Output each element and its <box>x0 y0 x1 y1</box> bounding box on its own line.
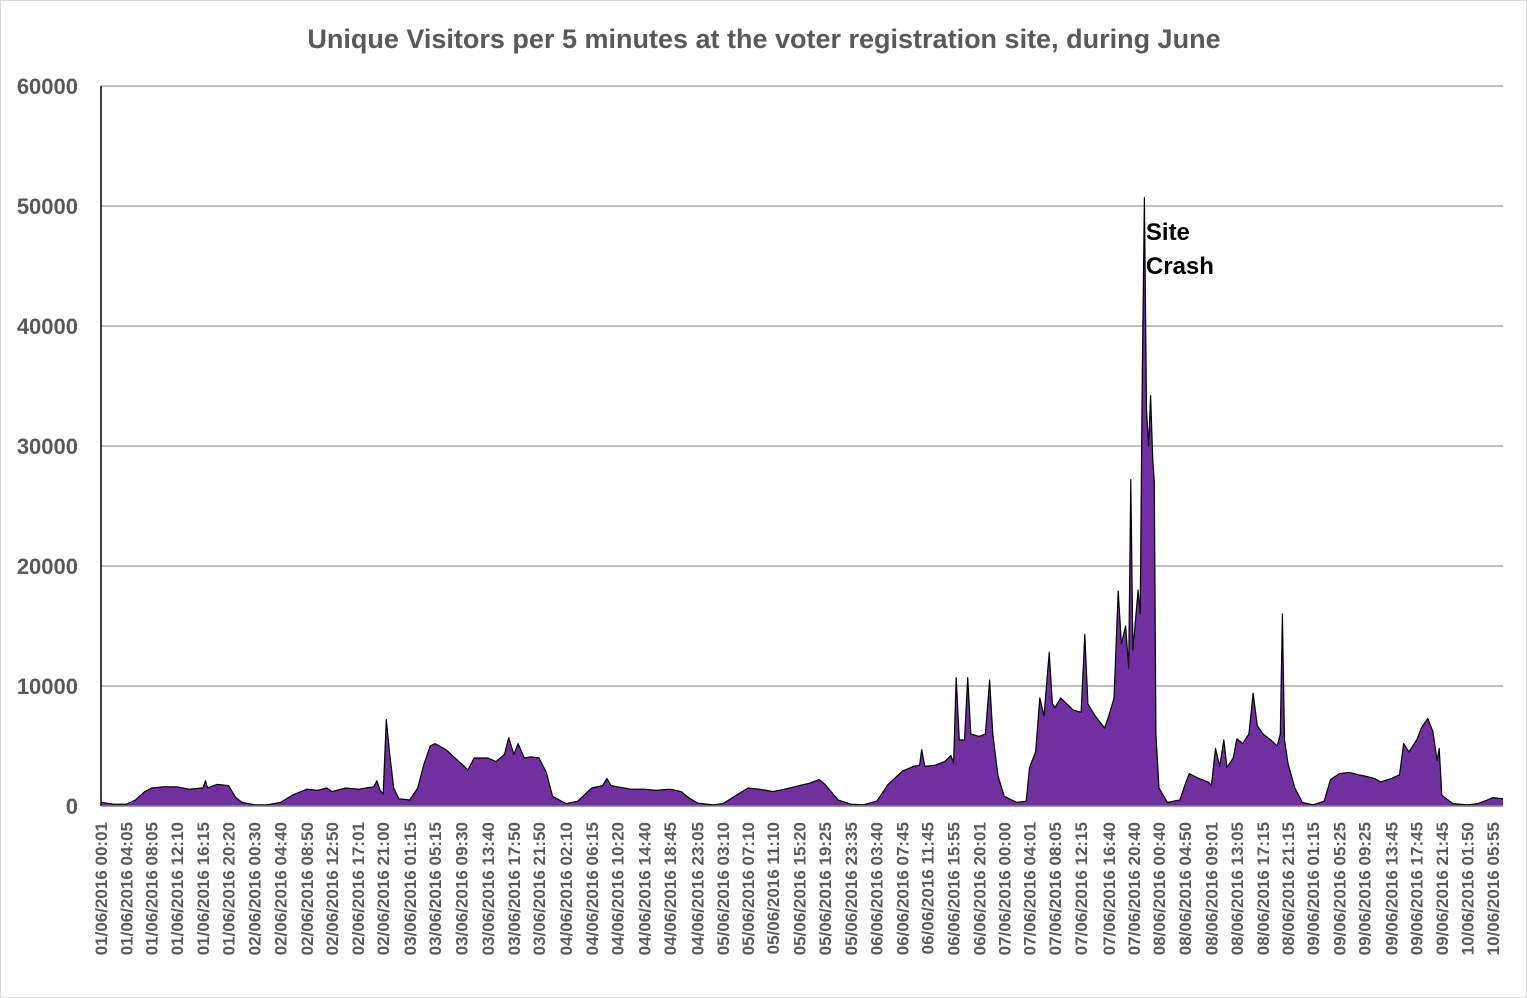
y-tick-label-30000: 30000 <box>17 434 78 459</box>
series-line <box>100 197 1504 806</box>
x-tick-label-0: 01/06/2016 00:01 <box>92 822 111 955</box>
annotation-text-line2: Crash <box>1146 253 1214 280</box>
x-tick-label-52: 09/06/2016 21:45 <box>1433 822 1452 955</box>
x-tick-label-11: 02/06/2016 21:00 <box>374 822 393 955</box>
x-tick-label-32: 06/06/2016 11:45 <box>918 822 937 954</box>
x-tick-label-4: 01/06/2016 16:15 <box>194 822 213 955</box>
y-tick-label-20000: 20000 <box>17 554 78 579</box>
x-tick-label-20: 04/06/2016 10:20 <box>608 822 627 955</box>
x-tick-label-37: 07/06/2016 08:05 <box>1046 822 1065 955</box>
x-tick-label-3: 01/06/2016 12:10 <box>168 822 187 955</box>
x-tick-label-5: 01/06/2016 20:20 <box>220 822 239 955</box>
x-tick-label-47: 09/06/2016 01:15 <box>1304 822 1323 955</box>
x-tick-label-8: 02/06/2016 08:50 <box>298 822 317 955</box>
y-axis-tick-labels: 0 10000 20000 30000 40000 50000 60000 <box>17 74 78 819</box>
x-tick-label-34: 06/06/2016 20:01 <box>970 822 989 955</box>
y-tick-label-50000: 50000 <box>17 194 78 219</box>
x-tick-label-36: 07/06/2016 04:01 <box>1021 822 1040 955</box>
x-tick-label-18: 04/06/2016 02:10 <box>557 822 576 955</box>
x-tick-label-38: 07/06/2016 12:15 <box>1072 822 1091 955</box>
x-tick-label-28: 05/06/2016 19:25 <box>816 822 835 955</box>
x-tick-label-1: 01/06/2016 04:05 <box>118 822 137 955</box>
x-axis-tick-labels: 01/06/2016 00:01 01/06/2016 04:05 01/06/20… <box>92 822 1503 955</box>
x-tick-label-12: 03/06/2016 01:15 <box>401 822 420 955</box>
x-tick-label-6: 02/06/2016 00:30 <box>246 822 265 955</box>
gridlines <box>101 85 1503 687</box>
x-tick-label-13: 03/06/2016 05:15 <box>426 822 445 955</box>
x-tick-label-42: 08/06/2016 04:50 <box>1176 822 1195 955</box>
y-tick-label-10000: 10000 <box>17 674 78 699</box>
x-tick-label-15: 03/06/2016 13:40 <box>479 822 498 955</box>
x-tick-label-7: 02/06/2016 04:40 <box>272 822 291 955</box>
x-tick-label-49: 09/06/2016 09:25 <box>1356 822 1375 955</box>
y-tick-label-0: 0 <box>66 794 78 819</box>
series-area <box>100 197 1504 807</box>
x-tick-label-44: 08/06/2016 13:05 <box>1228 822 1247 955</box>
x-tick-label-25: 05/06/2016 07:10 <box>739 822 758 955</box>
x-tick-label-19: 04/06/2016 06:15 <box>583 822 602 955</box>
x-tick-label-33: 06/06/2016 15:55 <box>945 822 964 955</box>
x-tick-label-51: 09/06/2016 17:45 <box>1408 822 1427 955</box>
x-tick-label-45: 08/06/2016 17:15 <box>1254 822 1273 955</box>
x-tick-label-29: 05/06/2016 23:35 <box>842 822 861 955</box>
x-tick-label-46: 08/06/2016 21:15 <box>1279 822 1298 955</box>
x-tick-label-14: 03/06/2016 09:30 <box>453 822 472 955</box>
x-tick-label-40: 07/06/2016 20:40 <box>1125 822 1144 955</box>
x-tick-label-53: 10/06/2016 01:50 <box>1459 822 1478 955</box>
x-tick-label-31: 06/06/2016 07:45 <box>893 822 912 955</box>
x-tick-label-26: 05/06/2016 11:10 <box>764 822 783 954</box>
site-crash-annotation: Site Crash <box>1146 219 1214 280</box>
x-tick-label-30: 06/06/2016 03:40 <box>868 822 887 955</box>
x-tick-label-39: 07/06/2016 16:40 <box>1100 822 1119 955</box>
x-tick-label-54: 10/06/2016 05:55 <box>1484 822 1503 955</box>
axes <box>100 86 1503 807</box>
x-tick-label-43: 08/06/2016 09:01 <box>1202 822 1221 955</box>
x-tick-label-9: 02/06/2016 12:50 <box>323 822 342 955</box>
x-tick-label-24: 05/06/2016 03:10 <box>714 822 733 955</box>
x-tick-label-21: 04/06/2016 14:40 <box>636 822 655 955</box>
x-tick-label-23: 04/06/2016 23:05 <box>688 822 707 955</box>
series-area-fill <box>101 197 1503 807</box>
x-tick-label-2: 01/06/2016 08:05 <box>143 822 162 955</box>
annotation-text-line1: Site <box>1146 219 1190 246</box>
x-tick-label-48: 09/06/2016 05:25 <box>1330 822 1349 955</box>
y-tick-label-60000: 60000 <box>17 74 78 99</box>
x-tick-label-27: 05/06/2016 15:20 <box>790 822 809 955</box>
x-tick-label-17: 03/06/2016 21:50 <box>530 822 549 955</box>
x-tick-label-41: 08/06/2016 00:40 <box>1150 822 1169 955</box>
x-tick-label-22: 04/06/2016 18:45 <box>661 822 680 955</box>
chart-title: Unique Visitors per 5 minutes at the vot… <box>307 24 1220 54</box>
x-tick-label-35: 07/06/2016 00:00 <box>995 822 1014 955</box>
x-tick-label-16: 03/06/2016 17:50 <box>505 822 524 955</box>
y-tick-label-40000: 40000 <box>17 314 78 339</box>
x-tick-label-50: 09/06/2016 13:45 <box>1383 822 1402 955</box>
x-tick-label-10: 02/06/2016 17:01 <box>349 822 368 955</box>
